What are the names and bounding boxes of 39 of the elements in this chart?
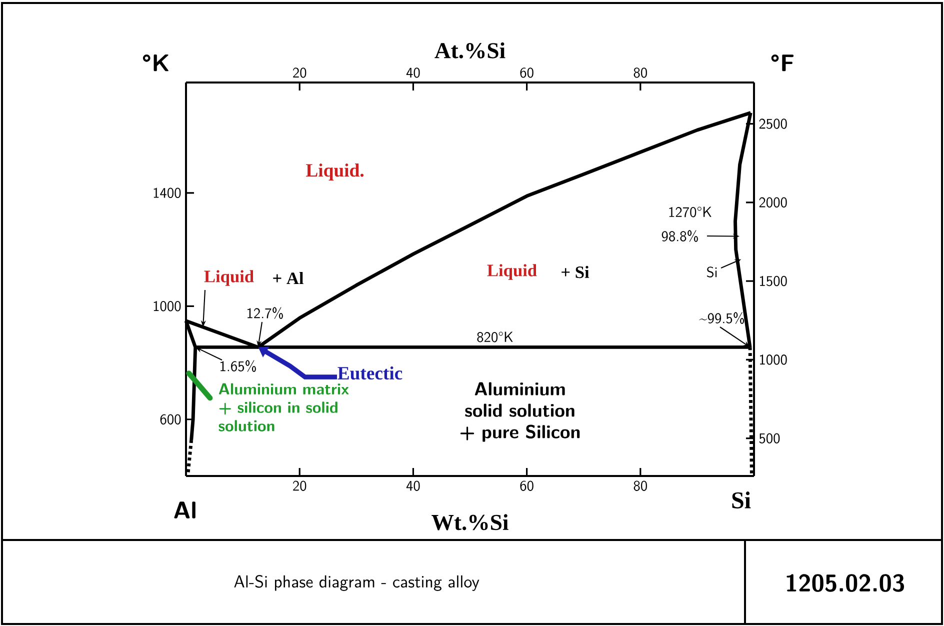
x-tick-label: 60 (520, 68, 534, 78)
annotation: Liquid (204, 270, 254, 286)
y2-tick-label: 500 (759, 433, 780, 444)
text: Al (174, 502, 196, 518)
text: 1205.02.03 (786, 574, 904, 592)
y2-tick-label: 2500 (759, 118, 787, 129)
y2-axis-title: °F (771, 54, 794, 72)
y-tick-label: 600 (160, 414, 181, 424)
x-axis-title: Wt.%Si (432, 514, 508, 530)
x-tick-label: 40 (406, 68, 420, 78)
annotation: Liquid. (306, 164, 364, 180)
y-tick-label: 1000 (154, 301, 181, 312)
annotation: 820°K (477, 332, 513, 342)
y-tick-label: 1400 (154, 188, 181, 198)
x2-tick-label: 40 (406, 480, 420, 491)
annotation: Liquid (487, 264, 537, 280)
annotation: Aluminium solid solution + pure Silicon (460, 382, 580, 442)
annotation: Si (706, 266, 717, 278)
x2-tick-label: 80 (634, 480, 647, 491)
y2-tick-label: 2000 (759, 197, 787, 208)
annotation: 1270°K (669, 206, 712, 218)
x2-tick-label: 20 (293, 480, 306, 491)
annotation: Eutectic (338, 366, 402, 380)
x-tick-label: 80 (634, 68, 647, 78)
annotation: 98.8% (662, 230, 698, 242)
y2-tick-label: 1000 (760, 354, 787, 365)
y2-tick-label: 1500 (760, 276, 787, 286)
text: Al-Si phase diagram - casting alloy (234, 575, 480, 591)
x2-axis-title: At.%Si (434, 42, 506, 58)
annotation: ~99.5% (699, 312, 744, 324)
y-axis-title: °K (142, 54, 168, 72)
annotation: 12.7% (248, 307, 283, 319)
annotation: + Al (273, 272, 304, 284)
x-tick-label: 20 (293, 68, 306, 78)
x2-tick-label: 60 (520, 480, 534, 491)
annotation: + Si (562, 266, 590, 278)
annotation: Aluminium matrix + silicon in solid solution (218, 383, 349, 432)
annotation: 1.65% (220, 360, 256, 372)
text: Si (732, 492, 751, 508)
